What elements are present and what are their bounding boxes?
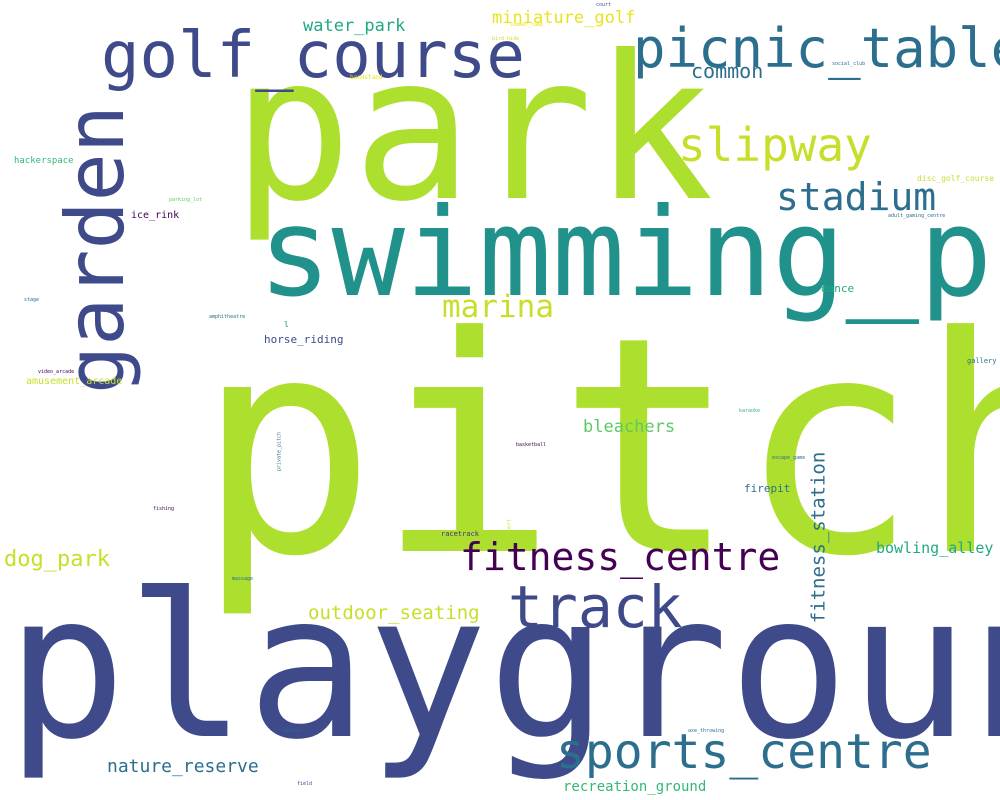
word-adult-gaming-centre: adult_gaming_centre [888, 213, 946, 219]
word-miniature-golf: miniature_golf [492, 8, 636, 28]
word-stage: stage [24, 297, 40, 303]
word-racetrack: racetrack [441, 530, 479, 538]
word-pitch: pitch [196, 273, 1000, 622]
word-picnic-table: picnic_table [633, 17, 1000, 80]
word-water-park: water_park [303, 16, 406, 36]
word-video-arcade: video_arcade [38, 369, 75, 375]
word-recreation-ground: recreation_ground [563, 779, 707, 795]
word-playground: playground [6, 551, 1000, 784]
word-ice-rink: ice_rink [131, 210, 180, 221]
word-bandstand: bandstand [350, 74, 383, 81]
word-garden: garden [49, 105, 142, 394]
word-massage: massage [232, 576, 254, 582]
word-fitness-station: fitness_station [807, 451, 830, 624]
word-karaoke: karaoke [739, 408, 761, 414]
word-private-pitch: private_pitch [276, 431, 283, 472]
word-open: open [335, 728, 348, 734]
word-court: court [596, 2, 612, 8]
word-amphitheatre: amphitheatre [209, 314, 246, 320]
word-hackerspace: hackerspace [14, 156, 74, 166]
word-sports-centre: sports_centre [556, 724, 932, 780]
word-escape-game: escape_game [772, 455, 806, 461]
word-social-club: social_club [832, 61, 866, 67]
word-amusement-arcade: amusement_arcade [26, 376, 123, 387]
word-stadium: stadium [776, 175, 937, 219]
word-golf-course: golf_course [101, 19, 525, 93]
word-dog-park: dog_park [4, 547, 110, 572]
word-disc-golf-course: disc_golf_course [917, 174, 995, 183]
word-gallery: gallery [967, 357, 997, 365]
word-swimming-pool: swimming_pool [258, 182, 1000, 324]
word-bird-hide: bird_hide [492, 36, 520, 42]
word-dance: dance [821, 282, 855, 295]
word-firepit: firepit [744, 482, 791, 495]
word-horse-riding: horse_riding [264, 333, 344, 346]
word-slipway: slipway [678, 118, 872, 172]
word-parking-lot: parking_lot [169, 197, 203, 203]
word-fitness-centre: fitness_centre [460, 535, 781, 579]
word-bowling-alley: bowling_alley [876, 539, 994, 557]
word-nature-reserve: nature_reserve [107, 756, 259, 777]
word-field: field [297, 781, 313, 787]
word-common: common [691, 59, 764, 83]
word-fishing: fishing [153, 506, 175, 512]
word-track: track [508, 573, 683, 641]
word-axe-throwing: axe_throwing [688, 728, 725, 734]
word-sport: sport [506, 518, 513, 535]
word-summer-camp: summer_camp [510, 22, 544, 28]
word-bleachers: bleachers [583, 417, 676, 437]
word-public: public [284, 728, 303, 734]
word-basketball: basketball [516, 442, 547, 448]
word-outdoor-seating: outdoor_seating [308, 602, 480, 624]
word-marina: marina [442, 289, 554, 325]
word-l: l [284, 320, 289, 329]
word-park: park [232, 13, 714, 246]
